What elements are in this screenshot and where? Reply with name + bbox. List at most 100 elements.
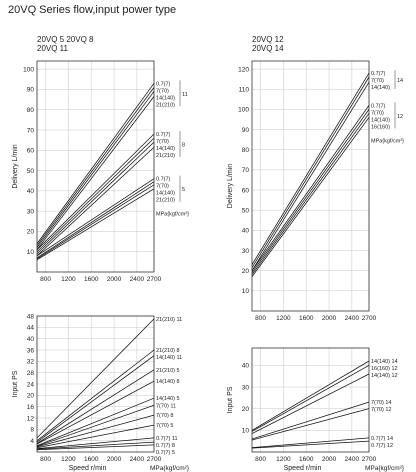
series-line <box>36 437 155 449</box>
x-tick-label: 2700 <box>362 456 377 463</box>
x-tick-label: 2400 <box>345 456 360 463</box>
y-tick-label: 110 <box>239 87 250 94</box>
series-line <box>36 133 155 250</box>
x-axis-label: Speed r/min <box>69 465 107 472</box>
x-tick-label: 1200 <box>276 456 291 463</box>
series-line <box>36 380 155 445</box>
series-label: 0.7(7) 8 <box>156 443 175 449</box>
page-title: 20VQ Series flow,input power type <box>8 4 177 16</box>
series-label: 0.7(7) <box>156 81 171 87</box>
series-line <box>251 109 370 273</box>
series-line <box>251 105 370 271</box>
series-label: 14(140) <box>156 191 175 197</box>
x-tick-label: 1600 <box>299 315 314 322</box>
series-line <box>36 87 155 246</box>
series-line <box>36 146 155 257</box>
y-tick-label: 90 <box>242 127 250 134</box>
y-tick-label: 100 <box>238 107 249 114</box>
y-tick-label: 44 <box>27 325 35 332</box>
series-line <box>36 96 155 250</box>
group-model-label: 12 <box>397 114 403 120</box>
plot-frame <box>36 60 155 273</box>
plot-frame <box>251 347 370 453</box>
x-tick-label: 2400 <box>345 315 360 322</box>
x-tick-label: 1200 <box>276 315 291 322</box>
series-label: 7(70) 11 <box>156 403 176 409</box>
series-label: 7(70) 14 <box>371 400 392 406</box>
y-tick-label: 20 <box>242 406 250 413</box>
series-line <box>36 424 155 449</box>
x-tick-label: 2000 <box>107 276 122 283</box>
series-label: 0.7(7) <box>156 177 171 183</box>
y-axis-label: Delivery L/min <box>227 164 234 208</box>
series-label: 21(210) <box>156 198 175 204</box>
y-tick-label: 80 <box>242 147 250 154</box>
x-tick-label: 1600 <box>84 276 99 283</box>
series-line <box>251 117 370 277</box>
series-line <box>36 397 155 447</box>
series-line <box>36 404 155 447</box>
y-tick-label: 48 <box>27 313 35 320</box>
y-tick-label: 20 <box>27 393 35 400</box>
y-tick-label: 10 <box>27 249 35 256</box>
series-label: 0.7(7) 11 <box>156 436 178 442</box>
series-line <box>36 184 155 260</box>
series-line <box>36 141 155 255</box>
series-label: 21(210) <box>156 153 175 159</box>
series-label: 21(210) 5 <box>156 368 180 374</box>
series-label: 14(140) 11 <box>156 355 182 361</box>
series-label: 14(140) 5 <box>156 396 180 402</box>
model-label: 20VQ 12 <box>252 35 284 44</box>
y-tick-label: 50 <box>27 168 35 175</box>
y-tick-label: 32 <box>27 359 35 366</box>
series-line <box>36 181 155 259</box>
group-model-label: 8 <box>182 143 185 149</box>
x-tick-label: 2700 <box>147 276 162 283</box>
series-label: 7(70) 5 <box>156 423 173 429</box>
y-tick-label: 70 <box>27 127 35 134</box>
series-line <box>36 349 155 441</box>
series-label: 7(70) <box>371 110 384 116</box>
y-tick-label: 16 <box>27 404 35 411</box>
series-label: 21(210) 11 <box>156 317 182 323</box>
series-line <box>36 83 155 244</box>
y-tick-label: 30 <box>242 248 250 255</box>
series-label: 7(70) <box>156 184 169 190</box>
series-line <box>36 188 155 261</box>
series-line <box>251 72 370 265</box>
series-label: 7(70) <box>156 139 169 145</box>
series-label: 14(140) <box>371 117 390 123</box>
y-tick-label: 40 <box>27 188 35 195</box>
pressure-unit-label: MPa{kgf/cm²} <box>150 465 190 472</box>
x-tick-label: 2000 <box>322 456 337 463</box>
x-axis-label: Speed r/min <box>284 465 322 472</box>
series-label: 21(210) <box>156 102 175 108</box>
series-label: 14(140) <box>371 85 390 91</box>
series-line <box>36 414 155 448</box>
y-tick-label: 60 <box>242 187 250 194</box>
y-tick-label: 90 <box>27 87 35 94</box>
y-tick-label: 40 <box>27 336 35 343</box>
group-model-label: 5 <box>182 187 185 193</box>
y-tick-label: 70 <box>242 167 250 174</box>
y-tick-label: 40 <box>242 363 250 370</box>
series-line <box>36 444 155 451</box>
series-line <box>251 408 370 441</box>
x-tick-label: 1600 <box>84 456 99 463</box>
y-tick-label: 40 <box>242 228 250 235</box>
y-tick-label: 36 <box>27 347 35 354</box>
y-tick-label: 12 <box>27 415 35 422</box>
y-tick-label: 50 <box>242 207 250 214</box>
y-tick-label: 100 <box>23 66 34 73</box>
series-line <box>251 76 370 268</box>
pressure-unit-label: MPa{kgf/cm²} <box>156 212 189 218</box>
x-tick-label: 800 <box>40 456 51 463</box>
series-label: 7(70) <box>156 88 169 94</box>
series-line <box>36 91 155 248</box>
series-label: 0.7(7) 14 <box>371 436 393 442</box>
series-line <box>36 369 155 444</box>
y-tick-label: 20 <box>242 268 250 275</box>
x-tick-label: 1600 <box>299 456 314 463</box>
plot-frame <box>251 60 370 312</box>
